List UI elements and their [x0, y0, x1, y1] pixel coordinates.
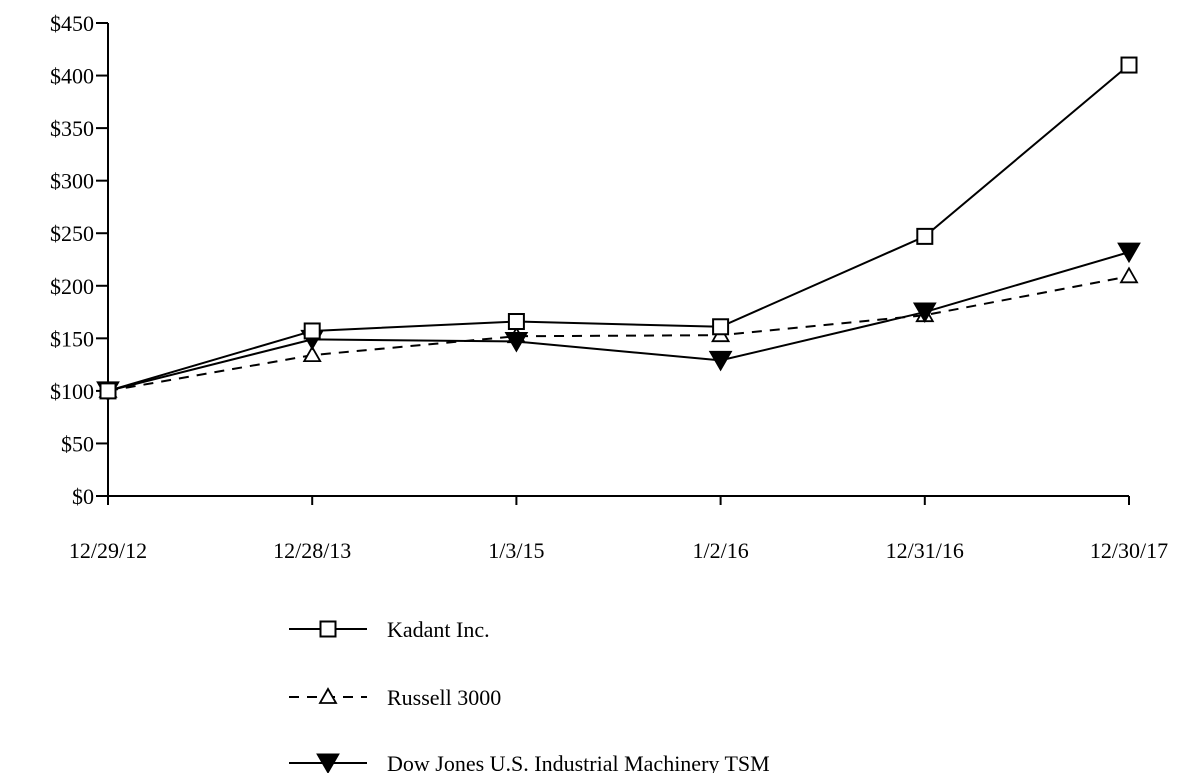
- series-0: [99, 56, 1138, 400]
- x-tick-label: 12/30/17: [1090, 538, 1168, 563]
- x-tick-label: 12/31/16: [886, 538, 964, 563]
- y-tick-label: $450: [50, 11, 94, 36]
- data-point-triangle-marker: [1119, 266, 1139, 284]
- legend-label: Russell 3000: [387, 685, 501, 710]
- series-line: [107, 251, 1130, 392]
- series-2: [96, 242, 1141, 402]
- data-point-inverted-triangle-marker: [316, 753, 340, 773]
- legend-item: Dow Jones U.S. Industrial Machinery TSM: [289, 751, 770, 773]
- y-tick-label: $50: [61, 431, 94, 456]
- y-tick-label: $350: [50, 116, 94, 141]
- data-point-inverted-triangle-marker: [708, 350, 733, 372]
- y-axis-ticks: $0 $50 $100 $150 $200 $250 $300 $350 $400 $450: [50, 11, 108, 509]
- legend-item: Kadant Inc.: [289, 617, 490, 642]
- data-point-triangle-marker: [318, 687, 338, 704]
- y-tick-label: $0: [72, 484, 94, 509]
- legend-item: Russell 3000: [289, 685, 501, 710]
- series-line: [107, 275, 1130, 392]
- series-line: [107, 64, 1130, 392]
- data-point-square-marker: [1120, 56, 1138, 74]
- data-point-triangle-marker: [302, 345, 322, 363]
- data-point-square-marker: [507, 313, 525, 331]
- y-tick-label: $150: [50, 326, 94, 351]
- x-tick-label: 1/2/16: [692, 538, 748, 563]
- chart-axes: [107, 23, 1129, 497]
- data-point-square-marker: [712, 318, 730, 336]
- y-tick-label: $400: [50, 64, 94, 89]
- chart-legend: Kadant Inc. Russell 3000 Dow Jones U.S. In…: [289, 617, 770, 773]
- data-point-inverted-triangle-marker: [1117, 242, 1141, 264]
- x-tick-label: 12/28/13: [273, 538, 351, 563]
- data-point-square-marker: [303, 322, 321, 340]
- data-point-square-marker: [99, 382, 117, 400]
- x-axis-ticks: 12/29/12 12/28/13 1/3/15 1/2/16 12/31/16 12/3…: [69, 496, 1168, 563]
- legend-label: Kadant Inc.: [387, 617, 490, 642]
- x-tick-label: 1/3/15: [488, 538, 544, 563]
- data-point-square-marker: [916, 227, 934, 245]
- x-tick-label: 12/29/12: [69, 538, 147, 563]
- data-point-square-marker: [319, 620, 337, 638]
- y-tick-label: $200: [50, 274, 94, 299]
- y-tick-label: $100: [50, 379, 94, 404]
- chart-series: [96, 56, 1141, 402]
- data-point-inverted-triangle-marker: [912, 302, 937, 324]
- y-tick-label: $250: [50, 221, 94, 246]
- y-tick-label: $300: [50, 169, 94, 194]
- legend-label: Dow Jones U.S. Industrial Machinery TSM: [387, 751, 770, 773]
- series-1: [98, 266, 1139, 398]
- data-point-inverted-triangle-marker: [504, 331, 529, 353]
